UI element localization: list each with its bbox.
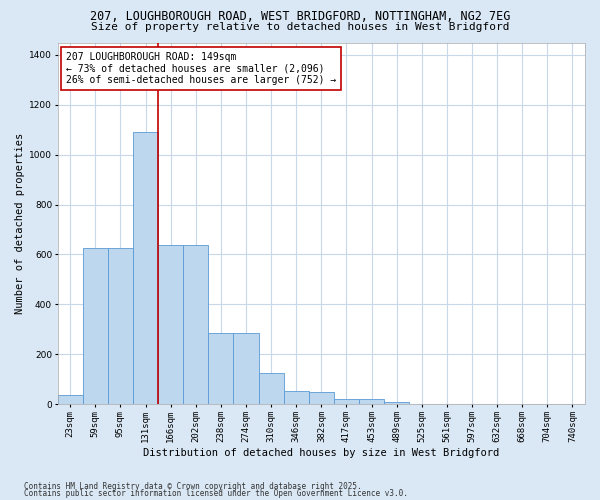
Bar [334,398,359,404]
Text: 207, LOUGHBOROUGH ROAD, WEST BRIDGFORD, NOTTINGHAM, NG2 7EG: 207, LOUGHBOROUGH ROAD, WEST BRIDGFORD, … [90,10,510,23]
Bar [259,373,284,404]
Bar [108,248,133,404]
Bar [233,333,259,404]
Bar [309,392,334,404]
Text: 207 LOUGHBOROUGH ROAD: 149sqm
← 73% of detached houses are smaller (2,096)
26% o: 207 LOUGHBOROUGH ROAD: 149sqm ← 73% of d… [65,52,336,84]
Bar [384,402,409,404]
Bar [58,396,83,404]
Bar [208,333,233,404]
Bar [359,398,384,404]
X-axis label: Distribution of detached houses by size in West Bridgford: Distribution of detached houses by size … [143,448,499,458]
Text: Contains HM Land Registry data © Crown copyright and database right 2025.: Contains HM Land Registry data © Crown c… [24,482,362,491]
Bar [133,132,158,404]
Text: Contains public sector information licensed under the Open Government Licence v3: Contains public sector information licen… [24,488,408,498]
Bar [284,391,309,404]
Y-axis label: Number of detached properties: Number of detached properties [15,132,25,314]
Text: Size of property relative to detached houses in West Bridgford: Size of property relative to detached ho… [91,22,509,32]
Bar [83,248,108,404]
Bar [158,244,183,404]
Bar [183,244,208,404]
